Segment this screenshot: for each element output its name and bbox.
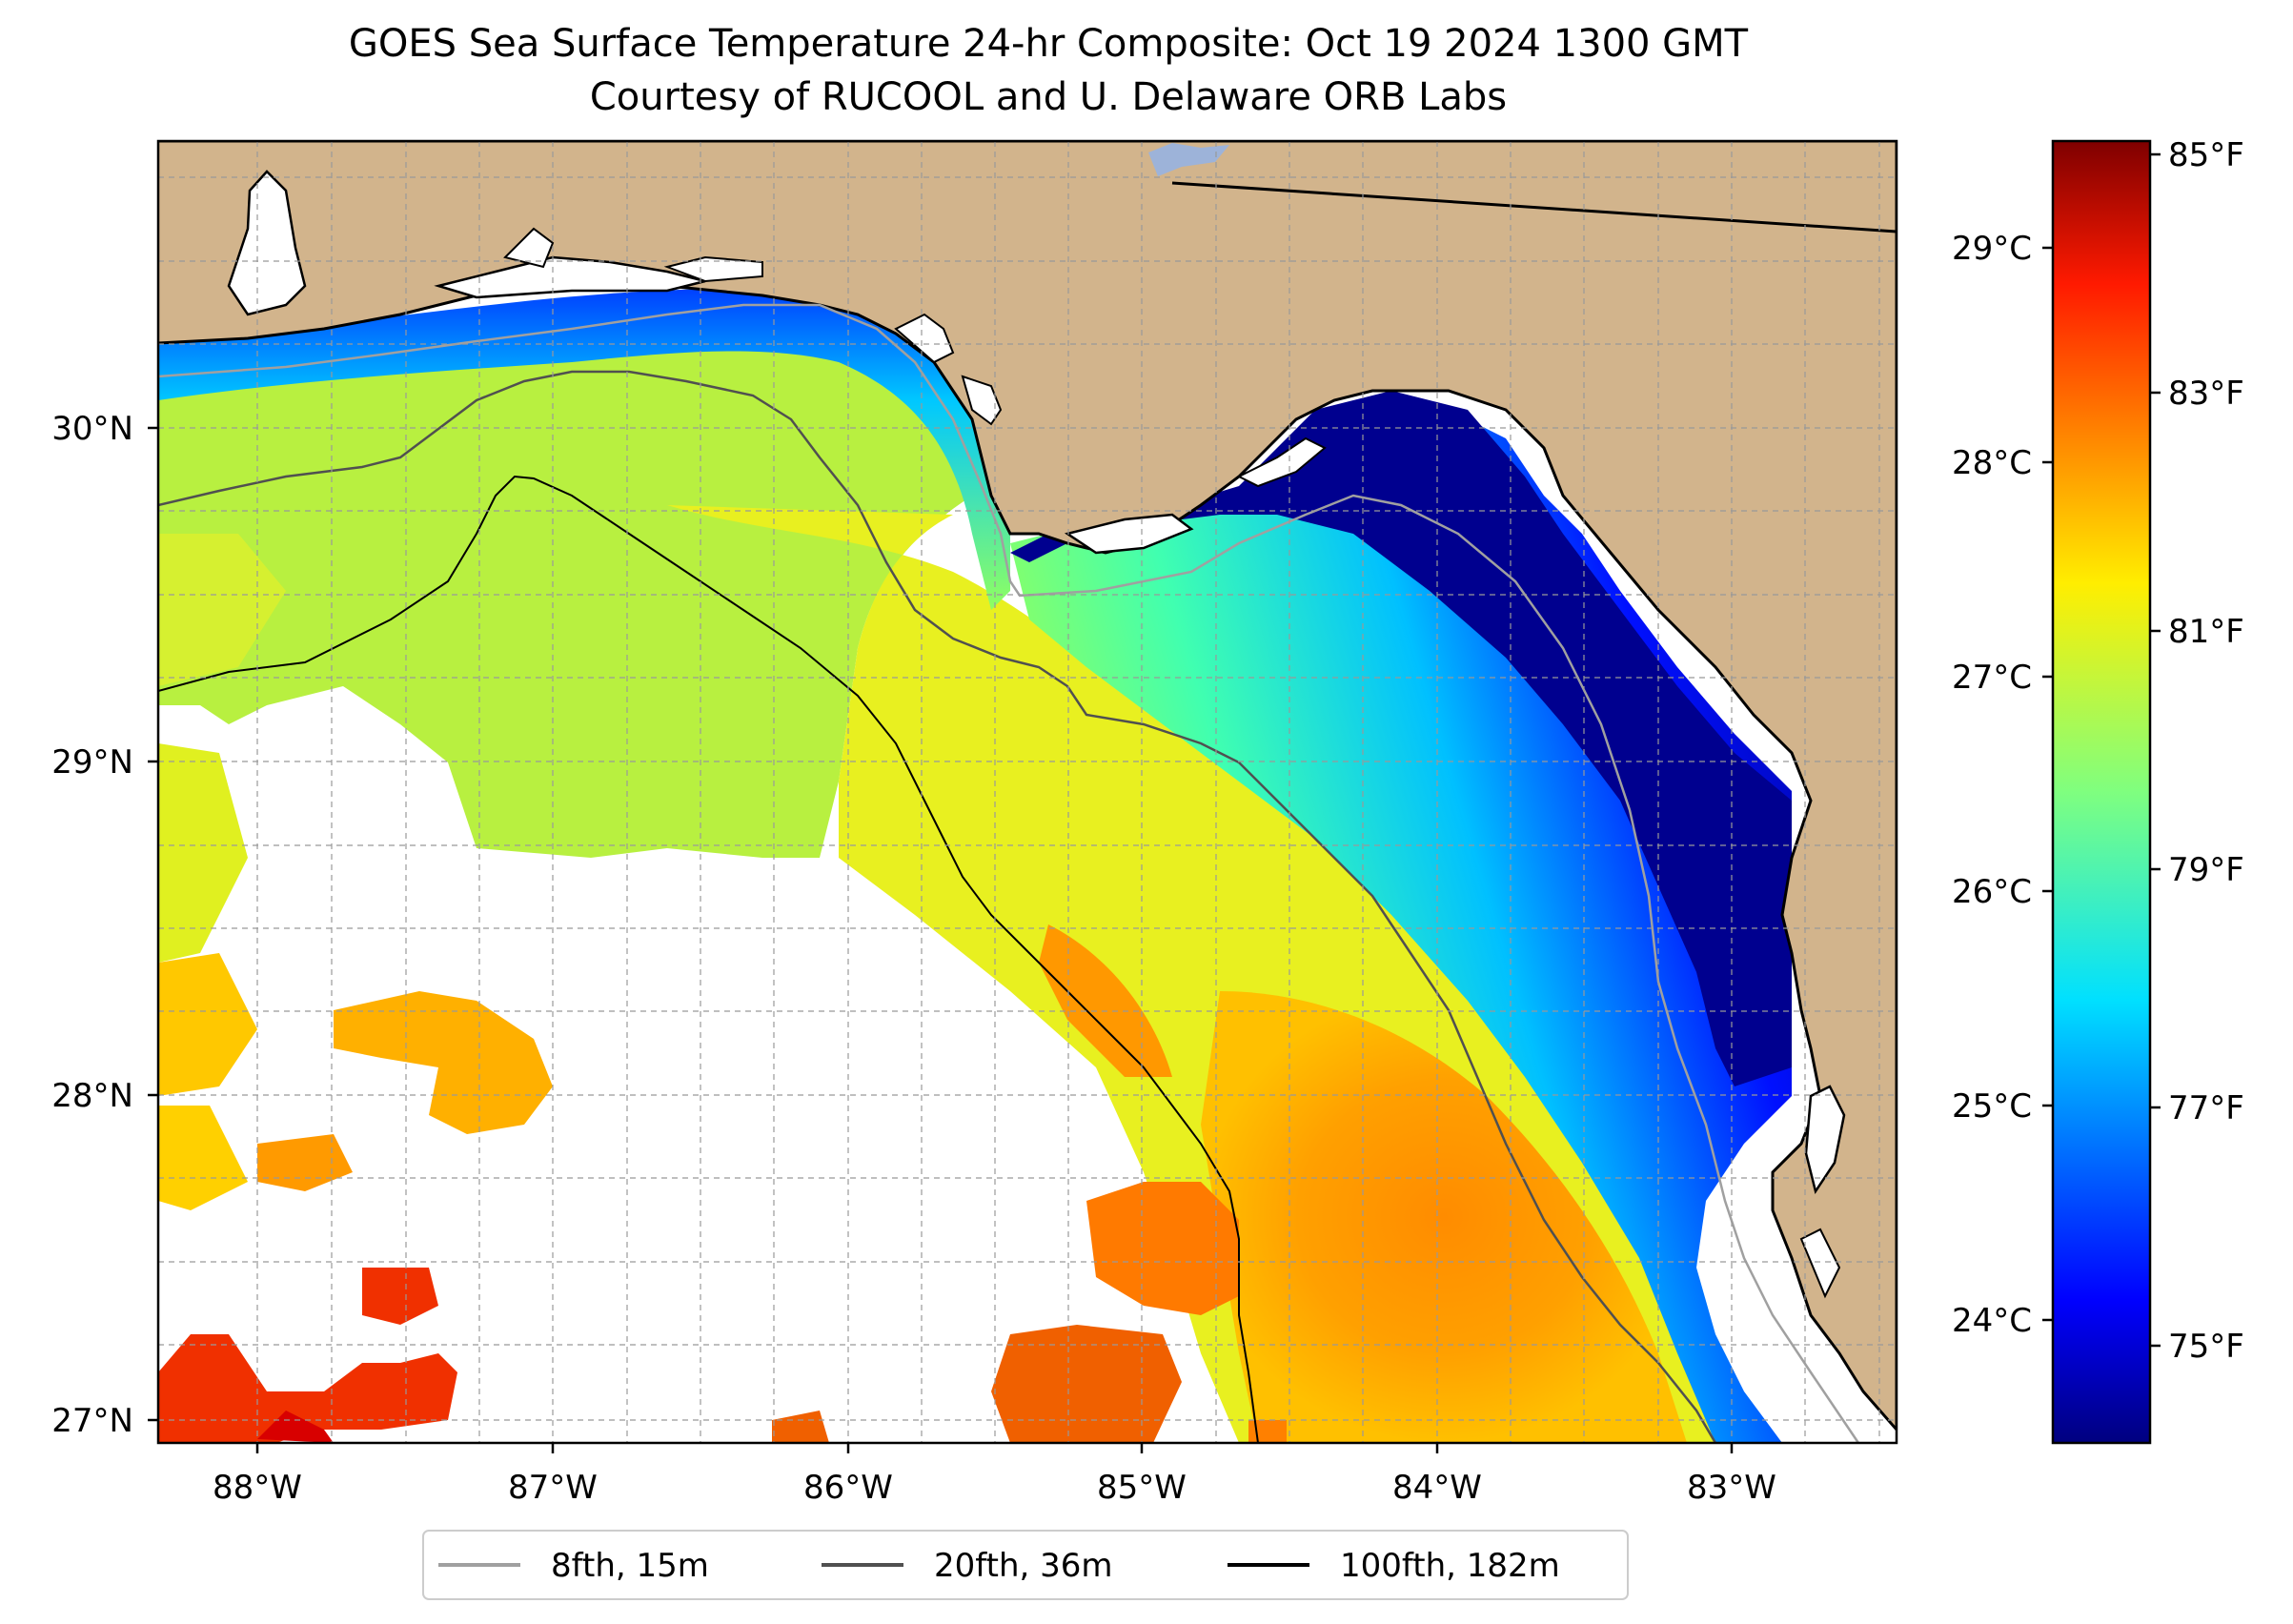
celsius-ticks: 29°C 28°C 27°C 26°C 25°C 24°C [1952, 230, 2032, 1340]
fahrenheit-tick-label: 77°F [2168, 1089, 2244, 1127]
lon-tick-labels: 88°W 87°W 86°W 85°W 84°W 83°W [213, 1469, 1776, 1507]
map-frame [156, 139, 1898, 1445]
fahrenheit-tick-label: 75°F [2168, 1328, 2244, 1366]
legend-label-20fth: 20fth, 36m [934, 1547, 1113, 1585]
celsius-tick-label: 28°C [1952, 444, 2032, 482]
colorbar: 29°C 28°C 27°C 26°C 25°C 24°C 85°F 83°F … [1952, 136, 2244, 1445]
fahrenheit-tick-label: 85°F [2168, 136, 2244, 174]
legend-box [422, 1530, 1629, 1600]
legend-label-8fth: 8fth, 15m [551, 1547, 709, 1585]
legend-label-100fth: 100fth, 182m [1340, 1547, 1560, 1585]
chart-subtitle: Courtesy of RUCOOL and U. Delaware ORB L… [589, 75, 1508, 119]
lon-tick-label: 86°W [803, 1469, 893, 1507]
colorbar-frame [2051, 139, 2152, 1445]
lat-tick-label: 27°N [51, 1402, 133, 1440]
celsius-tick-label: 27°C [1952, 659, 2032, 697]
colorbar-gradient [2053, 141, 2150, 1443]
fahrenheit-tick-label: 81°F [2168, 613, 2244, 651]
fahrenheit-tick-label: 79°F [2168, 851, 2244, 889]
celsius-tick-label: 24°C [1952, 1302, 2032, 1340]
lat-tick-label: 28°N [51, 1077, 133, 1115]
isobaths [158, 303, 1860, 1443]
sst-field [158, 289, 1792, 1443]
celsius-tick-label: 29°C [1952, 230, 2032, 268]
fahrenheit-ticks: 85°F 83°F 81°F 79°F 77°F 75°F [2168, 136, 2244, 1366]
celsius-tick-label: 25°C [1952, 1087, 2032, 1126]
lon-tick-label: 85°W [1097, 1469, 1187, 1507]
lon-tick-label: 84°W [1392, 1469, 1482, 1507]
lon-tick-label: 88°W [213, 1469, 302, 1507]
fahrenheit-tick-label: 83°F [2168, 375, 2244, 413]
chart-title: GOES Sea Surface Temperature 24-hr Compo… [348, 22, 1749, 66]
lat-tick-label: 29°N [51, 743, 133, 782]
isobath-legend: 8fth, 15m 20fth, 36m 100fth, 182m [422, 1530, 1629, 1600]
lat-tick-labels: 30°N 29°N 28°N 27°N [51, 410, 133, 1440]
lon-tick-label: 87°W [508, 1469, 598, 1507]
lon-tick-label: 83°W [1687, 1469, 1776, 1507]
celsius-tick-label: 26°C [1952, 873, 2032, 911]
lat-tick-label: 30°N [51, 410, 133, 448]
map-area [158, 141, 1897, 1443]
gridlines [158, 141, 1897, 1443]
tick-marks [148, 426, 1734, 1453]
